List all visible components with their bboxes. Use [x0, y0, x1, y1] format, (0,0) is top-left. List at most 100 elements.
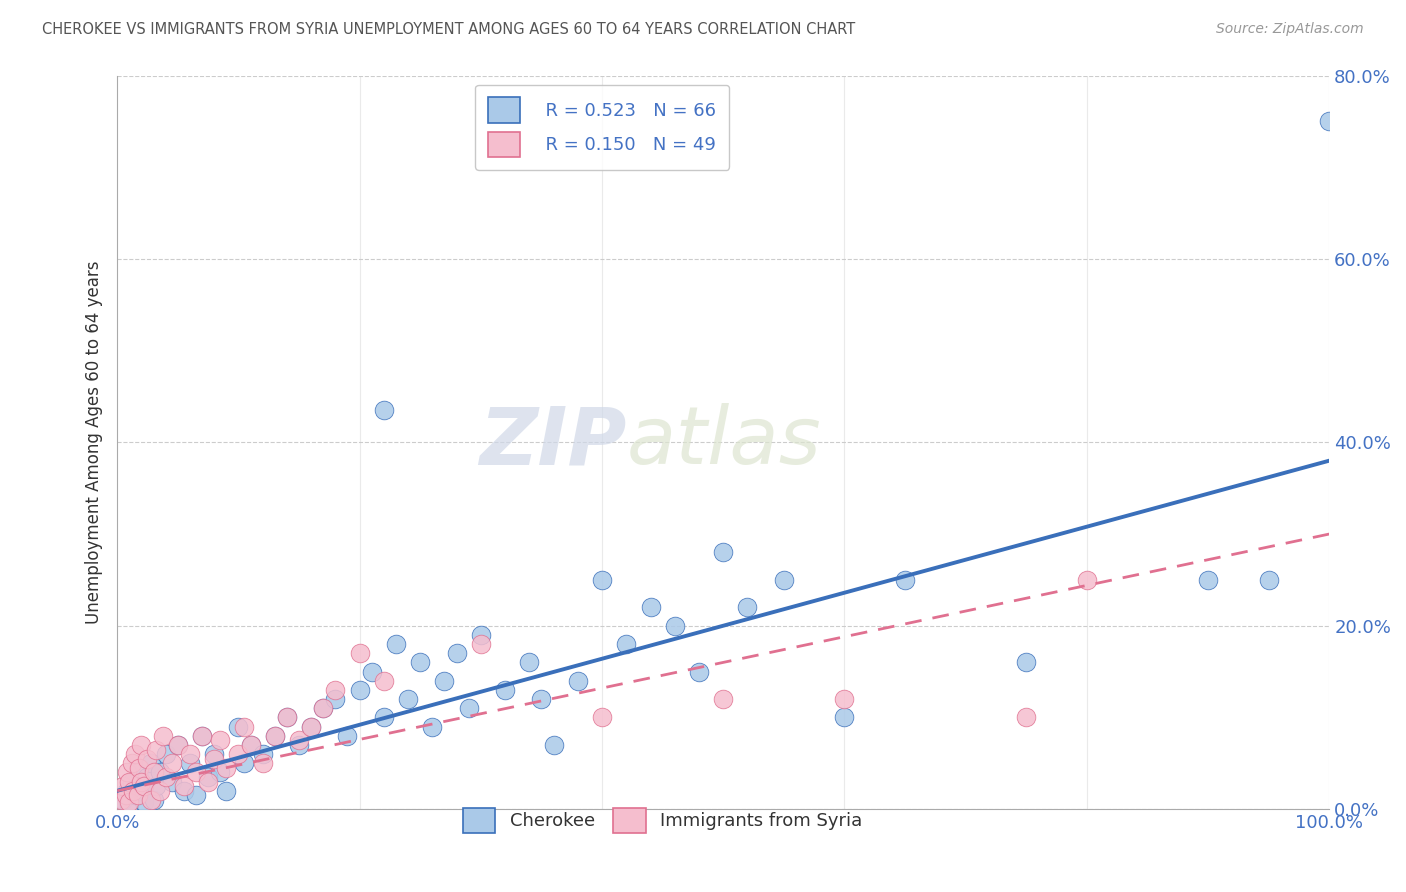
Point — [121, 756, 143, 771]
Point — [160, 756, 183, 771]
Point — [233, 720, 256, 734]
Point — [1015, 656, 1038, 670]
Point — [149, 765, 172, 780]
Point — [118, 795, 141, 809]
Point — [202, 752, 225, 766]
Point — [299, 720, 322, 734]
Point — [155, 747, 177, 761]
Point — [396, 692, 419, 706]
Point — [711, 692, 734, 706]
Point — [299, 720, 322, 734]
Point — [446, 646, 468, 660]
Point — [152, 729, 174, 743]
Point — [591, 573, 613, 587]
Point — [155, 770, 177, 784]
Point — [373, 673, 395, 688]
Point — [118, 797, 141, 812]
Legend: Cherokee, Immigrants from Syria: Cherokee, Immigrants from Syria — [453, 797, 873, 844]
Point — [360, 665, 382, 679]
Point — [530, 692, 553, 706]
Point — [115, 765, 138, 780]
Point — [233, 756, 256, 771]
Point — [173, 784, 195, 798]
Point — [737, 600, 759, 615]
Point — [688, 665, 710, 679]
Point — [173, 779, 195, 793]
Point — [457, 701, 479, 715]
Point — [276, 710, 298, 724]
Point — [131, 738, 153, 752]
Point — [239, 738, 262, 752]
Point — [166, 738, 188, 752]
Point — [209, 733, 232, 747]
Point — [110, 793, 132, 807]
Point — [121, 774, 143, 789]
Point — [124, 747, 146, 761]
Text: ZIP: ZIP — [479, 403, 626, 482]
Point — [336, 729, 359, 743]
Point — [614, 637, 637, 651]
Point — [288, 738, 311, 752]
Point — [114, 789, 136, 803]
Point — [149, 784, 172, 798]
Point — [543, 738, 565, 752]
Point — [139, 793, 162, 807]
Point — [567, 673, 589, 688]
Point — [1317, 114, 1340, 128]
Point — [228, 720, 250, 734]
Point — [131, 784, 153, 798]
Point — [215, 761, 238, 775]
Point — [1076, 573, 1098, 587]
Point — [142, 765, 165, 780]
Point — [349, 646, 371, 660]
Point — [127, 789, 149, 803]
Point — [664, 618, 686, 632]
Point — [132, 795, 155, 809]
Point — [228, 747, 250, 761]
Text: CHEROKEE VS IMMIGRANTS FROM SYRIA UNEMPLOYMENT AMONG AGES 60 TO 64 YEARS CORRELA: CHEROKEE VS IMMIGRANTS FROM SYRIA UNEMPL… — [42, 22, 855, 37]
Point — [166, 738, 188, 752]
Point — [312, 701, 335, 715]
Point — [711, 545, 734, 559]
Point — [118, 774, 141, 789]
Point — [276, 710, 298, 724]
Point — [128, 761, 150, 775]
Point — [139, 756, 162, 771]
Point — [184, 765, 207, 780]
Point — [122, 784, 145, 798]
Point — [640, 600, 662, 615]
Point — [385, 637, 408, 651]
Point — [772, 573, 794, 587]
Point — [197, 770, 219, 784]
Point — [252, 756, 274, 771]
Point — [145, 779, 167, 793]
Point — [312, 701, 335, 715]
Point — [834, 710, 856, 724]
Point — [136, 770, 159, 784]
Point — [179, 747, 201, 761]
Point — [325, 692, 347, 706]
Point — [209, 765, 232, 780]
Point — [420, 720, 443, 734]
Point — [191, 729, 214, 743]
Point — [145, 742, 167, 756]
Point — [160, 774, 183, 789]
Point — [517, 656, 540, 670]
Y-axis label: Unemployment Among Ages 60 to 64 years: Unemployment Among Ages 60 to 64 years — [86, 260, 103, 624]
Point — [1257, 573, 1279, 587]
Point — [252, 747, 274, 761]
Point — [470, 637, 492, 651]
Text: atlas: atlas — [626, 403, 821, 482]
Point — [112, 779, 135, 793]
Point — [1015, 710, 1038, 724]
Point — [894, 573, 917, 587]
Point — [142, 793, 165, 807]
Point — [263, 729, 285, 743]
Point — [494, 682, 516, 697]
Point — [263, 729, 285, 743]
Point — [1197, 573, 1219, 587]
Point — [288, 733, 311, 747]
Point — [132, 779, 155, 793]
Point — [191, 729, 214, 743]
Point — [112, 793, 135, 807]
